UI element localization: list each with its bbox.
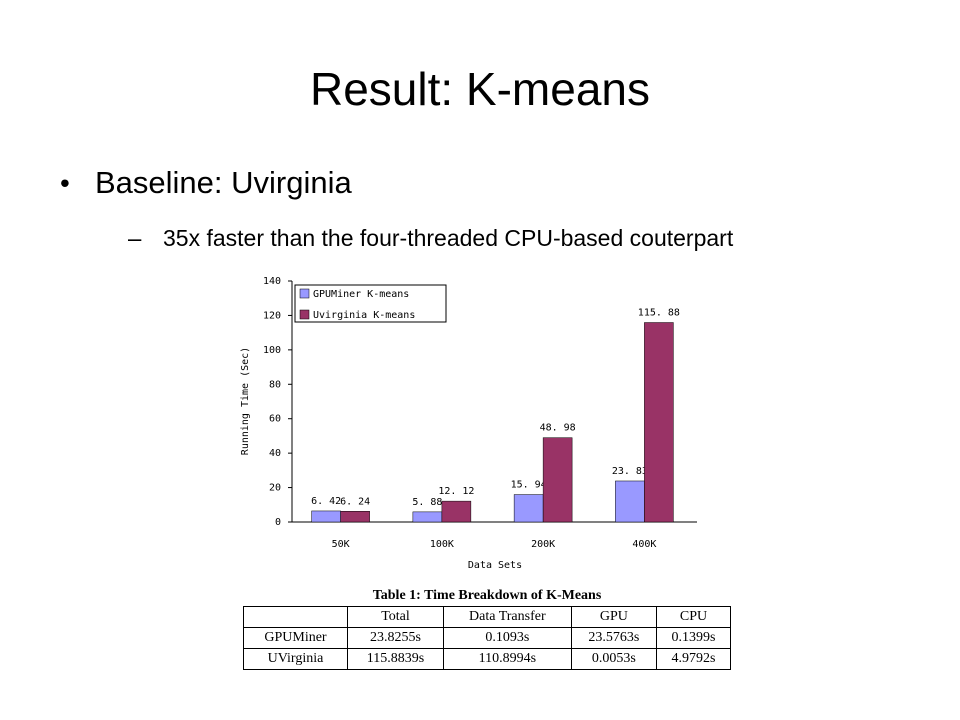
y-tick-label: 60 — [269, 414, 281, 425]
data-label: 48. 98 — [540, 423, 576, 434]
x-tick-label: 50K — [332, 539, 350, 550]
legend-label: Uvirginia K-means — [313, 310, 415, 321]
data-label: 15. 94 — [511, 480, 547, 491]
y-tick-label: 40 — [269, 448, 281, 459]
table-cell: CPU — [656, 606, 731, 628]
table-cell: 23.8255s — [346, 627, 445, 649]
table: Total Data Transfer GPU CPU GPUMiner 23.8255s… — [243, 606, 731, 670]
table-row: Total Data Transfer GPU CPU — [243, 606, 731, 628]
legend-box — [294, 284, 447, 323]
table-row: UVirginia 115.8839s 110.8994s 0.0053s 4.9792… — [243, 648, 731, 670]
table-row: GPUMiner 23.8255s 0.1093s 23.5763s 0.1399s — [243, 627, 731, 649]
bar — [412, 511, 443, 523]
y-tick-label: 80 — [269, 379, 281, 390]
data-label: 115. 88 — [638, 308, 680, 319]
data-label: 23. 83 — [612, 466, 648, 477]
bar — [542, 437, 573, 523]
table-cell: 115.8839s — [346, 648, 445, 670]
table-cell: 110.8994s — [443, 648, 572, 670]
table-cell: 4.9792s — [656, 648, 731, 670]
y-tick-label: 100 — [263, 345, 281, 356]
table-cell: Total — [346, 606, 445, 628]
y-tick-label: 140 — [263, 276, 281, 287]
bar — [441, 500, 472, 523]
x-axis-title: Data Sets — [468, 560, 522, 571]
bullet: Baseline: Uvirginia — [95, 165, 352, 200]
table-cell: Data Transfer — [443, 606, 572, 628]
table-cell: 0.0053s — [570, 648, 658, 670]
table-cell: 23.5763s — [570, 627, 658, 649]
y-tick-label: 20 — [269, 483, 281, 494]
slide-title: Result: K-means — [310, 63, 650, 115]
y-tick-label: 120 — [263, 310, 281, 321]
bar — [340, 511, 370, 523]
x-tick-label: 200K — [531, 539, 555, 550]
bar — [644, 322, 674, 523]
x-tick-label: 400K — [632, 539, 656, 550]
x-tick-label: 100K — [430, 539, 454, 550]
y-axis-title: Running Time (Sec) — [240, 347, 251, 455]
data-label: 12. 12 — [438, 486, 474, 497]
table-cell: GPU — [570, 606, 658, 628]
bullet-mark: • — [60, 167, 70, 198]
table-cell: 0.1399s — [656, 627, 731, 649]
bullet-mark: – — [128, 225, 142, 252]
table-title: Table 1: Time Breakdown of K-Means — [372, 588, 602, 603]
data-label: 6. 24 — [340, 496, 370, 507]
table-cell: 0.1093s — [443, 627, 572, 649]
table-cell: GPUMiner — [243, 627, 348, 649]
bar — [311, 510, 341, 523]
legend-swatch — [299, 309, 310, 320]
table-cell — [243, 606, 348, 628]
sub-bullet: 35x faster than the four-threaded CPU-ba… — [163, 225, 734, 251]
data-label: 6. 42 — [311, 496, 341, 507]
legend-swatch — [299, 288, 310, 299]
y-tick-label: 0 — [275, 517, 281, 528]
legend-label: GPUMiner K-means — [313, 289, 409, 300]
bar — [513, 494, 544, 523]
data-label: 5. 88 — [412, 497, 442, 508]
table-cell: UVirginia — [243, 648, 348, 670]
bar — [615, 480, 645, 523]
